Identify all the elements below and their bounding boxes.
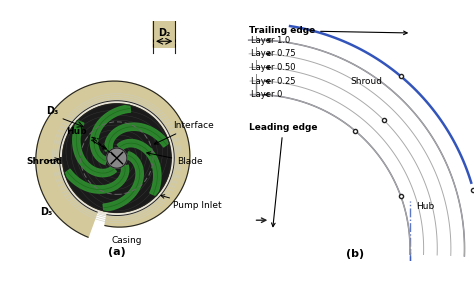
Circle shape (63, 104, 171, 212)
Text: (b): (b) (346, 249, 365, 259)
Polygon shape (103, 152, 143, 211)
Polygon shape (36, 81, 190, 237)
Circle shape (63, 104, 171, 212)
Circle shape (107, 148, 127, 168)
Text: Blade: Blade (147, 152, 203, 166)
Bar (270, 244, 275, 248)
Text: D₃: D₃ (46, 106, 58, 116)
Text: Hub: Hub (66, 127, 107, 149)
Bar (254, 31, 258, 35)
Text: Shroud: Shroud (350, 77, 383, 86)
Text: D₅: D₅ (40, 206, 53, 216)
Text: Leading edge: Leading edge (249, 123, 318, 227)
Text: Layer 0: Layer 0 (251, 90, 283, 99)
Text: Outlet: Outlet (0, 283, 1, 284)
Text: Layer 0.50: Layer 0.50 (251, 63, 296, 72)
Bar (254, 31, 258, 35)
Bar (249, 194, 296, 246)
Text: D₂: D₂ (158, 28, 170, 38)
Text: Layer 1.0: Layer 1.0 (251, 36, 291, 45)
Text: Trailing edge: Trailing edge (249, 26, 407, 35)
Bar (246, 192, 251, 196)
Polygon shape (91, 105, 131, 164)
Bar (254, 31, 258, 35)
Polygon shape (105, 123, 169, 151)
Text: Casing: Casing (112, 236, 142, 245)
Text: Pump Inlet: Pump Inlet (161, 195, 222, 210)
Text: (a): (a) (108, 247, 126, 257)
Polygon shape (153, 0, 195, 47)
Bar (294, 244, 299, 248)
Text: Interface: Interface (155, 121, 214, 144)
Text: Layer 0.25: Layer 0.25 (251, 77, 296, 85)
Polygon shape (64, 165, 129, 193)
Text: Hub: Hub (417, 202, 435, 211)
Text: Shroud: Shroud (26, 157, 63, 166)
Bar (246, 244, 251, 248)
Polygon shape (117, 139, 161, 196)
Circle shape (59, 101, 174, 216)
Text: Layer 0.75: Layer 0.75 (251, 49, 296, 58)
Polygon shape (73, 120, 117, 177)
